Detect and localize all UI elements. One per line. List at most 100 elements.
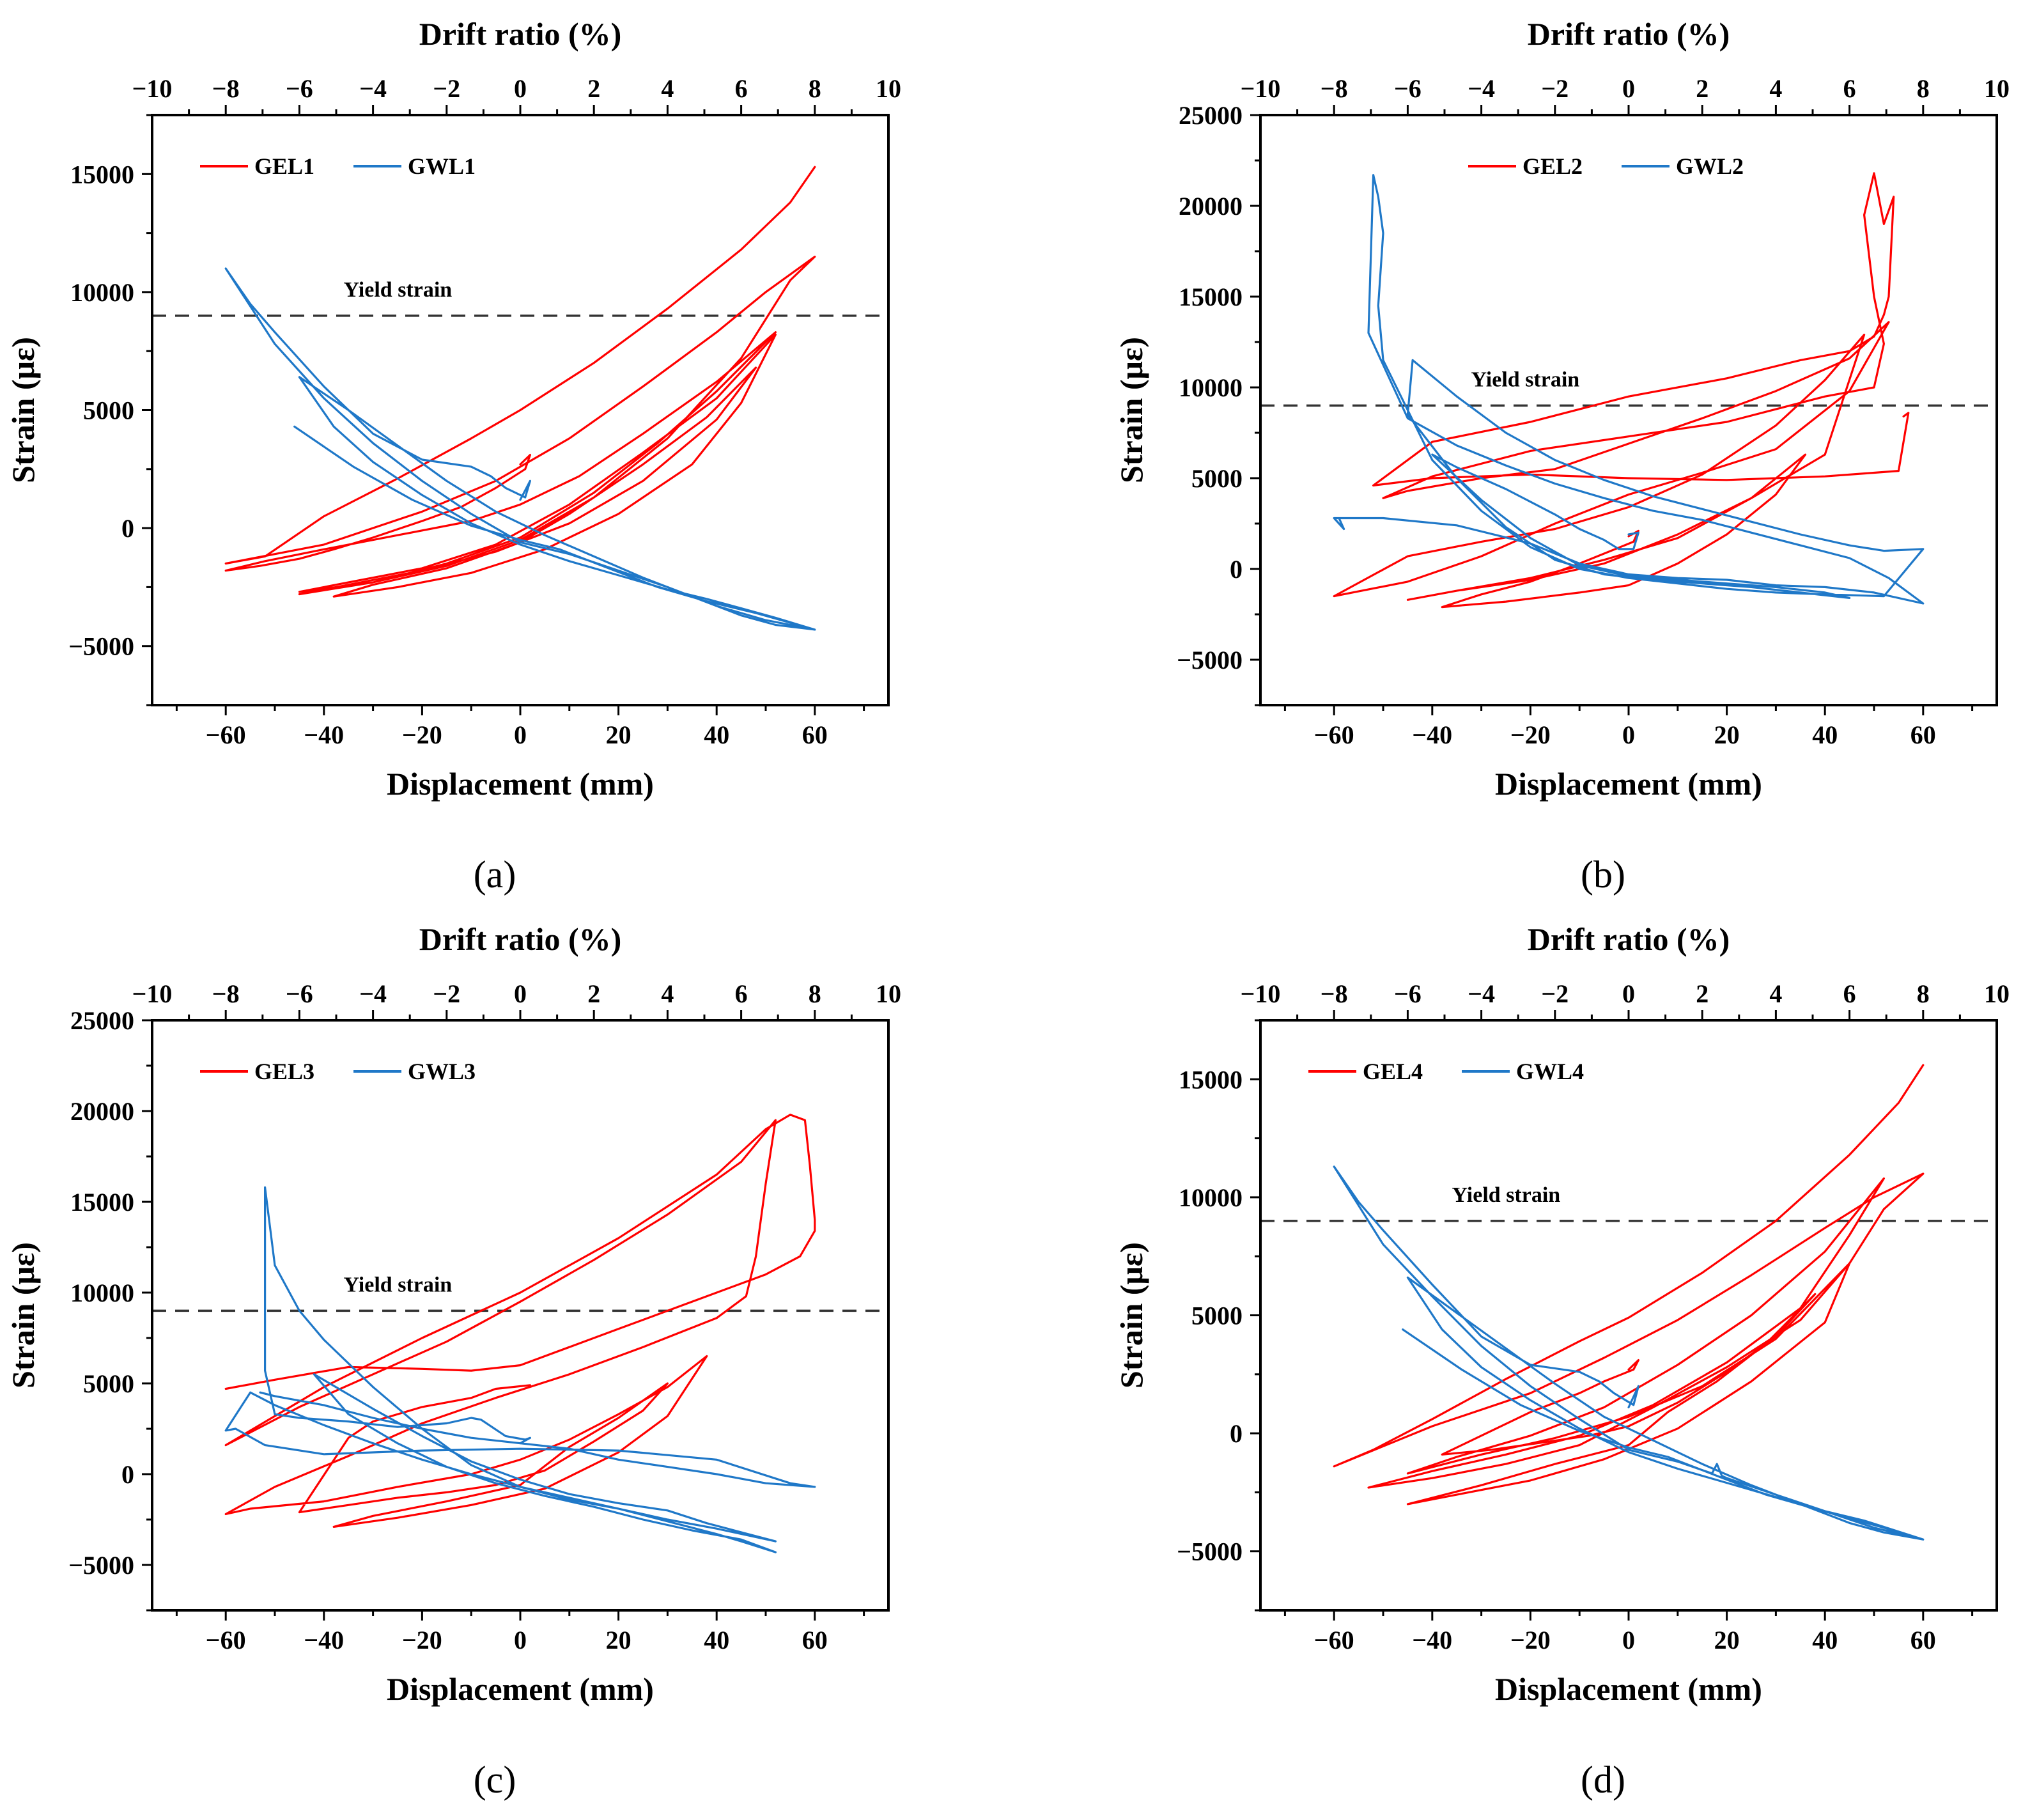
x2-tick-label: 2 bbox=[587, 74, 600, 103]
series-line-gel1 bbox=[224, 166, 816, 598]
x2-tick-label: 10 bbox=[1984, 74, 2010, 103]
x2-tick-label: 2 bbox=[587, 979, 600, 1008]
x-tick-label: 60 bbox=[802, 720, 828, 749]
x2-tick-label: −10 bbox=[132, 979, 173, 1008]
x2-axis-title: Drift ratio (%) bbox=[419, 921, 622, 957]
y-tick-label: 15000 bbox=[70, 1188, 134, 1217]
x2-tick-label: 4 bbox=[1769, 979, 1782, 1008]
y-axis-title: Strain (με) bbox=[1113, 1242, 1149, 1388]
y-tick-label: 25000 bbox=[70, 1006, 134, 1035]
y-tick-label: −5000 bbox=[68, 632, 134, 661]
x2-tick-label: 6 bbox=[735, 979, 748, 1008]
x-tick-label: −40 bbox=[304, 720, 344, 749]
series-line-gwl4 bbox=[1333, 1165, 1925, 1541]
x-tick-label: −40 bbox=[304, 1626, 344, 1654]
x-tick-label: 40 bbox=[704, 720, 729, 749]
x-tick-label: −20 bbox=[1510, 1626, 1551, 1654]
y-tick-label: 10000 bbox=[1179, 1183, 1243, 1212]
legend-label-gwl1: GWL1 bbox=[408, 153, 476, 179]
x-tick-label: −20 bbox=[1510, 720, 1551, 749]
x2-tick-label: −4 bbox=[1468, 74, 1495, 103]
x-tick-label: −60 bbox=[1314, 720, 1354, 749]
x2-tick-label: 0 bbox=[514, 979, 527, 1008]
x2-tick-label: 4 bbox=[661, 74, 674, 103]
series-line-gel3 bbox=[224, 1114, 816, 1528]
y-tick-label: 5000 bbox=[1191, 1302, 1243, 1330]
x2-tick-label: −10 bbox=[1241, 979, 1281, 1008]
x2-axis-title: Drift ratio (%) bbox=[1528, 921, 1730, 957]
x2-tick-label: 8 bbox=[809, 74, 821, 103]
yield-strain-label: Yield strain bbox=[1471, 368, 1580, 391]
series-line-gel4 bbox=[1333, 1064, 1925, 1505]
x-tick-label: 20 bbox=[1714, 1626, 1740, 1654]
x-tick-label: −20 bbox=[402, 1626, 442, 1654]
x2-tick-label: 6 bbox=[735, 74, 748, 103]
series-line-gwl2 bbox=[1333, 174, 1925, 605]
x2-tick-label: −6 bbox=[1394, 74, 1422, 103]
y-tick-label: 25000 bbox=[1179, 101, 1243, 130]
x-tick-label: 20 bbox=[606, 1626, 631, 1654]
series-line-gel2 bbox=[1333, 172, 1910, 609]
y-tick-label: 20000 bbox=[1179, 192, 1243, 221]
x-tick-label: 20 bbox=[1714, 720, 1740, 749]
x-axis-title: Displacement (mm) bbox=[1495, 1671, 1762, 1707]
x2-tick-label: 10 bbox=[876, 74, 901, 103]
yield-strain-label: Yield strain bbox=[344, 278, 453, 302]
x-tick-label: −40 bbox=[1412, 1626, 1452, 1654]
x2-tick-label: −2 bbox=[433, 979, 460, 1008]
x2-axis-title: Drift ratio (%) bbox=[1528, 16, 1730, 52]
x2-tick-label: 8 bbox=[1917, 979, 1930, 1008]
x2-tick-label: −4 bbox=[359, 74, 387, 103]
x2-tick-label: −8 bbox=[1321, 74, 1348, 103]
legend-label-gel2: GEL2 bbox=[1522, 153, 1583, 179]
x-tick-label: −40 bbox=[1412, 720, 1452, 749]
x-tick-label: 60 bbox=[1910, 1626, 1936, 1654]
y-tick-label: 10000 bbox=[70, 1279, 134, 1307]
y-tick-label: 0 bbox=[1230, 555, 1243, 584]
series-line-gwl1 bbox=[224, 267, 816, 631]
legend-label-gel1: GEL1 bbox=[254, 153, 314, 179]
y-tick-label: 10000 bbox=[70, 278, 134, 307]
plot-frame bbox=[1259, 1019, 1998, 1612]
y-tick-label: 5000 bbox=[1191, 464, 1243, 493]
x2-tick-label: −6 bbox=[1394, 979, 1422, 1008]
yield-strain-label: Yield strain bbox=[1452, 1183, 1561, 1207]
x2-tick-label: 0 bbox=[1622, 74, 1635, 103]
panel-label: (b) bbox=[1581, 853, 1625, 896]
chart-panel-2: −60 −40 −20 0 20 40 60−10 −8 −6 −4 −2 0 2 4 6 8 10−50000… bbox=[1113, 16, 2010, 896]
x2-tick-label: −10 bbox=[1241, 74, 1281, 103]
x-tick-label: 40 bbox=[704, 1626, 729, 1654]
x-tick-label: −20 bbox=[402, 720, 442, 749]
panel-label: (d) bbox=[1581, 1759, 1625, 1801]
x-tick-label: 0 bbox=[1622, 1626, 1635, 1654]
x-tick-label: 0 bbox=[514, 720, 527, 749]
x2-tick-label: 8 bbox=[1917, 74, 1930, 103]
y-tick-label: 10000 bbox=[1179, 373, 1243, 402]
y-axis-title: Strain (με) bbox=[5, 1242, 41, 1388]
x2-tick-label: −8 bbox=[212, 74, 240, 103]
y-tick-label: 0 bbox=[121, 1460, 134, 1489]
x-tick-label: 60 bbox=[1910, 720, 1936, 749]
y-tick-label: −5000 bbox=[1177, 646, 1243, 674]
x2-tick-label: −4 bbox=[359, 979, 387, 1008]
x-tick-label: 40 bbox=[1812, 1626, 1838, 1654]
legend-label-gel4: GEL4 bbox=[1363, 1059, 1423, 1084]
plot-frame bbox=[151, 1019, 890, 1612]
x-tick-label: 0 bbox=[514, 1626, 527, 1654]
panel-label: (a) bbox=[474, 853, 516, 896]
x2-tick-label: −8 bbox=[212, 979, 240, 1008]
chart-panel-1: −60 −40 −20 0 20 40 60−10 −8 −6 −4 −2 0 2 4 6 8 10−50000… bbox=[5, 16, 901, 896]
legend-label-gwl2: GWL2 bbox=[1676, 153, 1744, 179]
x2-tick-label: 2 bbox=[1696, 74, 1708, 103]
y-axis-title: Strain (με) bbox=[5, 337, 41, 483]
x2-tick-label: 10 bbox=[1984, 979, 2010, 1008]
x2-tick-label: 2 bbox=[1696, 979, 1708, 1008]
y-tick-label: −5000 bbox=[68, 1551, 134, 1580]
y-tick-label: 5000 bbox=[83, 1369, 134, 1398]
x2-tick-label: −2 bbox=[1541, 74, 1569, 103]
x2-tick-label: −10 bbox=[132, 74, 173, 103]
y-tick-label: 0 bbox=[121, 514, 134, 543]
x-tick-label: −60 bbox=[206, 1626, 246, 1654]
panel-label: (c) bbox=[474, 1759, 516, 1801]
